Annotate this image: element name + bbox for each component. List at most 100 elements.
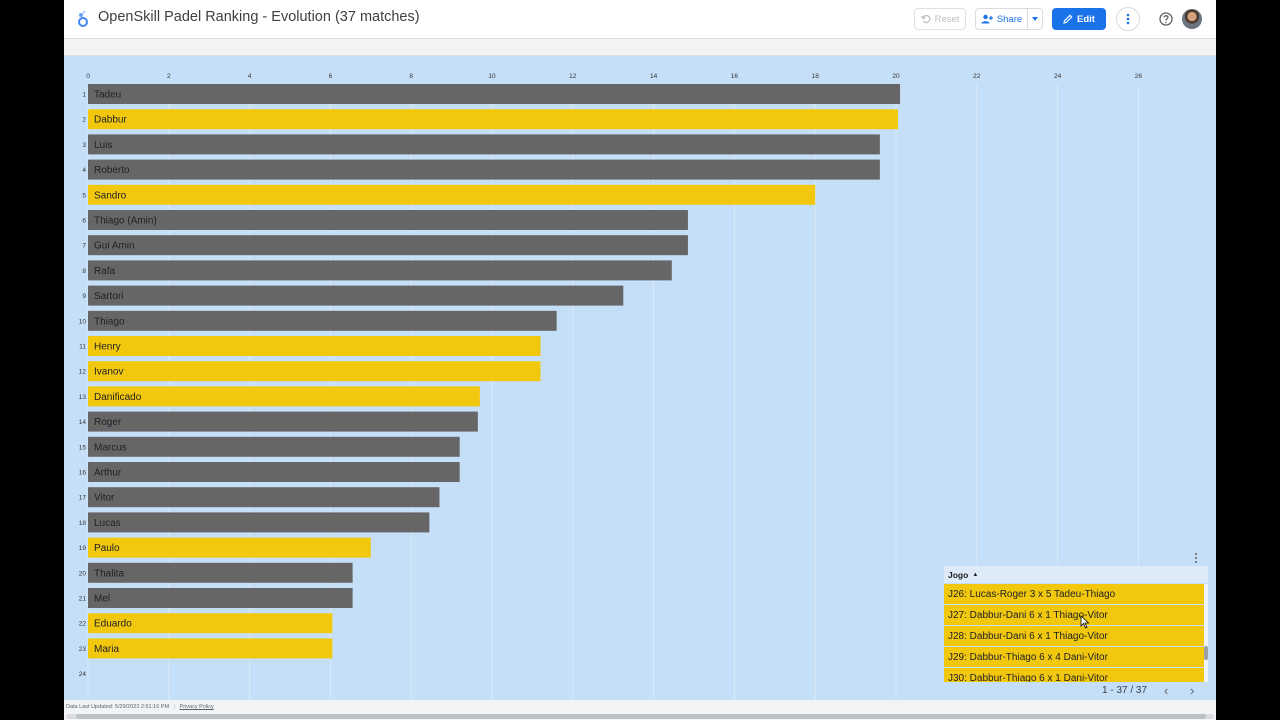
bar[interactable] [88,537,371,558]
row-number: 3 [82,142,86,149]
row-number: 18 [79,520,87,527]
bar[interactable] [88,462,460,482]
row-number: 5 [82,192,86,199]
row-number: 13 [79,394,87,401]
pencil-icon [1063,14,1073,24]
x-tick-label: 0 [86,73,90,80]
row-number: 7 [82,243,86,250]
sort-ascending-icon: ▲ [972,571,979,578]
page-subbar [64,39,1216,56]
horizontal-scrollbar[interactable] [66,714,1214,719]
reset-button[interactable]: Reset [914,8,966,30]
bar-label: Mel [94,594,110,605]
bar[interactable] [88,84,901,104]
bar[interactable] [88,109,899,130]
row-number: 24 [79,671,87,678]
bar[interactable] [88,562,353,583]
share-dropdown-button[interactable] [1027,9,1042,29]
bar-label: Marcus [94,442,127,453]
bar[interactable] [88,487,440,508]
bar-label: Dabbur [94,115,127,126]
bar-label: Henry [94,342,121,353]
bar[interactable] [88,588,353,608]
bar[interactable] [88,336,541,356]
more-vert-icon [1126,13,1130,25]
bar[interactable] [88,613,333,634]
scrollbar-thumb[interactable] [1204,646,1208,660]
x-tick-label: 10 [488,73,496,80]
row-number: 14 [79,419,87,426]
top-toolbar: OpenSkill Padel Ranking - Evolution (37 … [64,0,1216,39]
next-page-icon[interactable]: › [1190,683,1195,698]
table-scrollbar[interactable] [1204,584,1208,682]
bar[interactable] [88,285,624,306]
more-options-button[interactable] [1116,7,1140,31]
footer-separator: | [173,704,176,710]
bar-label: Eduardo [94,619,132,630]
bar[interactable] [88,260,672,281]
bar-label: Maria [94,644,119,655]
bar-label: Thiago [94,316,125,327]
row-number: 16 [79,470,87,477]
row-number: 11 [79,344,86,351]
bar[interactable] [88,184,816,205]
x-tick-label: 20 [892,73,900,80]
edit-label: Edit [1077,13,1095,25]
row-number: 21 [79,596,87,603]
table-row[interactable]: J27: Dabbur-Dani 6 x 1 Thiago-Vitor [944,605,1204,625]
bar[interactable] [88,159,880,180]
bar-label: Arthur [94,468,122,479]
share-main[interactable]: Share [976,14,1027,25]
help-icon[interactable] [1158,11,1174,27]
row-number: 20 [79,570,87,577]
ranking-bar-chart: 0 2 4 6 8 10 12 14 16 18 20 22 24 2612345678910111213… [79,73,1143,700]
bar[interactable] [88,411,478,432]
share-button[interactable]: Share [975,8,1043,30]
prev-page-icon[interactable]: ‹ [1164,683,1169,698]
table-row[interactable]: J28: Dabbur-Dani 6 x 1 Thiago-Vitor [944,626,1204,646]
table-row[interactable]: J26: Lucas-Roger 3 x 5 Tadeu-Thiago [944,584,1204,604]
table-column-header[interactable]: Jogo ▲ [944,566,1208,583]
bar-label: Rafa [94,266,116,277]
bar[interactable] [88,436,460,457]
x-tick-label: 4 [248,73,252,80]
table-row[interactable]: J29: Dabbur-Thiago 6 x 4 Dani-Vitor [944,647,1204,667]
row-number: 19 [79,545,87,552]
x-tick-label: 14 [650,73,658,80]
row-number: 8 [82,268,86,275]
row-number: 4 [82,167,86,174]
bar[interactable] [88,361,541,382]
report-app: OpenSkill Padel Ranking - Evolution (37 … [64,0,1216,720]
horizontal-scroll-thumb[interactable] [76,714,1206,719]
table-row[interactable]: J30: Dabbur-Thiago 6 x 1 Dani-Vitor [944,668,1204,682]
bar[interactable] [88,386,480,407]
user-avatar[interactable] [1182,9,1202,29]
bar[interactable] [88,210,688,230]
bar[interactable] [88,235,688,256]
bar-label: Vitor [94,493,115,504]
table-more-icon[interactable] [1190,552,1202,564]
bar[interactable] [88,512,430,533]
privacy-policy-link[interactable]: Privacy Policy [179,704,214,710]
row-number: 15 [79,444,87,451]
page-range: 1 - 37 / 37 [1102,685,1148,696]
bar[interactable] [88,310,557,331]
edit-button[interactable]: Edit [1052,8,1106,30]
bar-label: Roger [94,417,122,428]
caret-down-icon [1032,17,1038,21]
bar[interactable] [88,134,880,155]
report-title[interactable]: OpenSkill Padel Ranking - Evolution (37 … [98,9,420,25]
bar-label: Tadeu [94,90,121,101]
share-label: Share [996,13,1023,25]
bar[interactable] [88,638,333,659]
row-number: 6 [82,218,86,225]
column-header-label: Jogo [948,569,969,580]
bar-label: Luis [94,140,112,151]
x-tick-label: 26 [1135,73,1143,80]
row-number: 2 [82,117,86,124]
row-number: 10 [79,318,87,325]
bar-label: Sandro [94,190,127,201]
table-body: J26: Lucas-Roger 3 x 5 Tadeu-Thiago J27: … [944,584,1204,682]
report-footer: Data Last Updated: 5/29/2023 2:51:16 PM … [64,700,1216,720]
x-tick-label: 22 [973,73,981,80]
